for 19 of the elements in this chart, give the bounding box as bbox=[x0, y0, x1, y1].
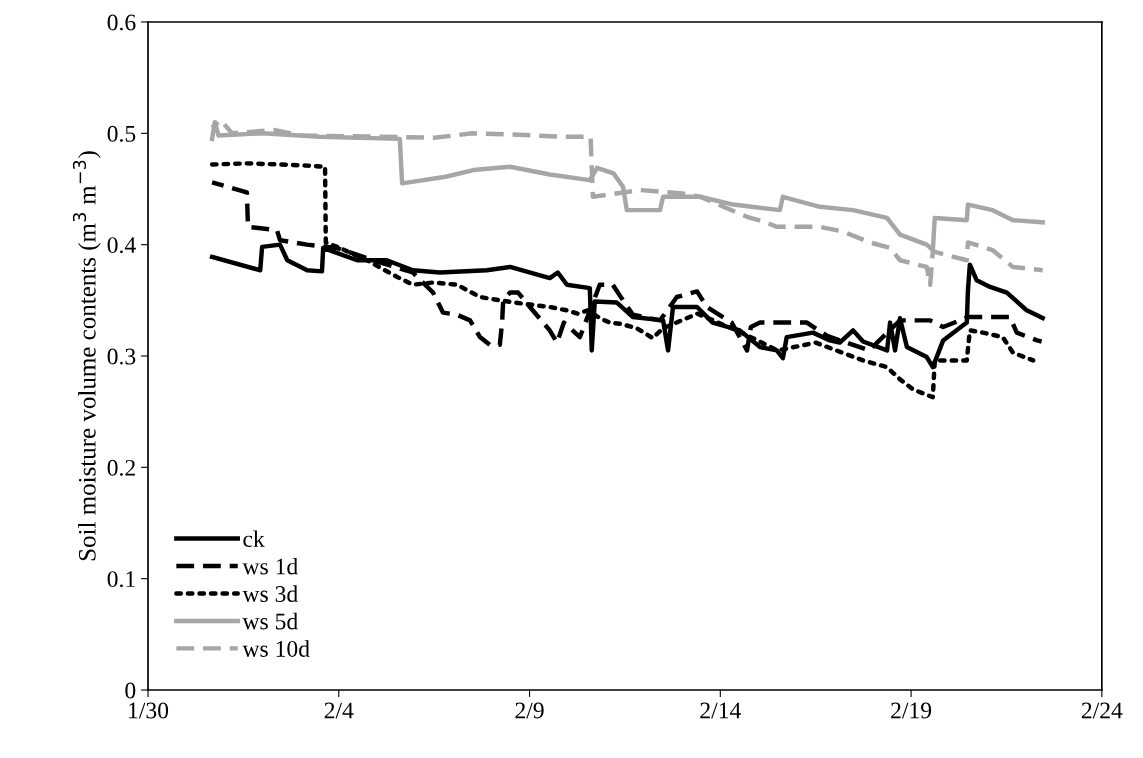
x-tick-label: 2/4 bbox=[324, 702, 354, 719]
y-tick-label: 0.6 bbox=[107, 14, 136, 31]
legend-label: ws 3d bbox=[242, 585, 298, 602]
x-tick-label: 2/19 bbox=[891, 702, 932, 719]
legend-label: ck bbox=[243, 530, 265, 548]
y-tick-label: 0 bbox=[125, 682, 136, 699]
legend-label: ws 10d bbox=[242, 640, 310, 657]
legend-label: ws 1d bbox=[242, 557, 298, 575]
y-tick-label: 0.1 bbox=[107, 571, 135, 588]
x-tick-label: 2/24 bbox=[1081, 702, 1123, 719]
legend-label: ws 5d bbox=[242, 612, 298, 630]
y-tick-label: 0.5 bbox=[107, 125, 136, 142]
y-tick-label: 0.4 bbox=[107, 237, 136, 254]
y-tick-label: 0.3 bbox=[107, 348, 136, 365]
y-axis-title: Soil moisture volume contents (m$^{3}$ m$^{−3}$) bbox=[72, 151, 101, 561]
x-tick-label: 1/30 bbox=[129, 702, 169, 719]
x-tick-label: 2/14 bbox=[700, 702, 741, 719]
x-tick-label: 2/9 bbox=[515, 702, 544, 719]
y-tick-label: 0.2 bbox=[107, 459, 135, 476]
